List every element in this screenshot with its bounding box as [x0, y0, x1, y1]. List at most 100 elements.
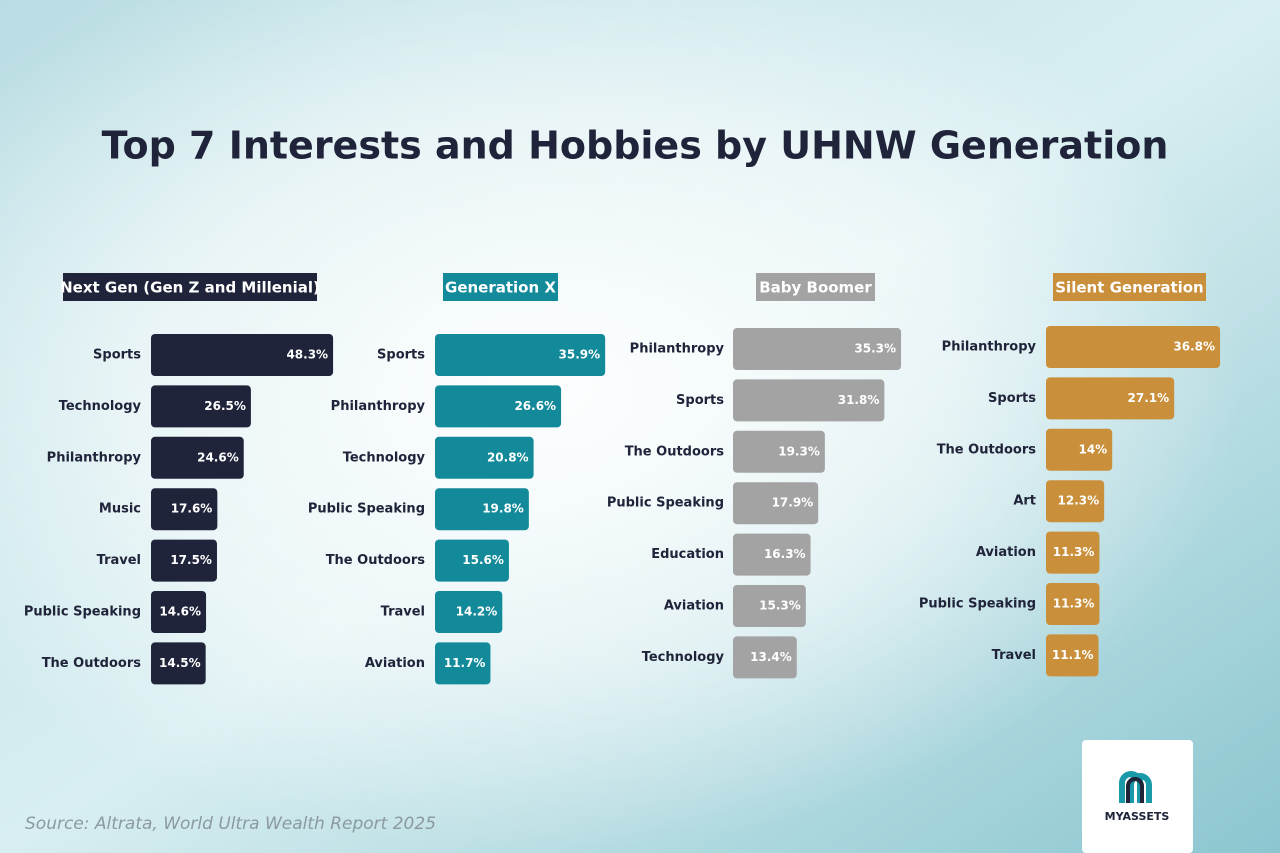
value-label: 19.8%: [482, 502, 524, 516]
bar: [435, 642, 491, 685]
category-label: Travel: [381, 605, 425, 620]
category-label: The Outdoors: [937, 442, 1037, 457]
bar: [733, 533, 811, 576]
panel-header: [1053, 273, 1206, 301]
panel-header: [443, 273, 558, 301]
category-label: Travel: [97, 553, 141, 568]
value-label: 17.9%: [772, 496, 814, 510]
bar: [151, 334, 334, 376]
source: Source: Altrata, World Ultra Wealth Repo…: [25, 814, 436, 834]
panel-header: [756, 273, 875, 301]
bar: [435, 488, 529, 531]
bar: [1046, 480, 1105, 523]
page-title: Top 7 Interests and Hobbies by UHNW Gene…: [102, 124, 1169, 168]
bar: [151, 642, 206, 685]
value-label: 11.7%: [444, 656, 486, 670]
value-label: 31.8%: [838, 393, 880, 407]
value-label: 13.4%: [750, 650, 792, 664]
value-label: 15.6%: [462, 553, 504, 567]
category-label: Technology: [642, 650, 725, 665]
value-label: 14.2%: [456, 605, 498, 619]
bar: [1046, 583, 1100, 625]
bar: [1046, 428, 1113, 471]
value-label: 48.3%: [286, 348, 328, 362]
logo-text: MYASSETS: [1105, 810, 1170, 823]
category-label: Philanthropy: [630, 342, 725, 357]
bar: [435, 591, 503, 633]
bar: [1046, 326, 1221, 368]
category-label: Education: [651, 547, 724, 562]
value-label: 20.8%: [487, 450, 529, 464]
value-label: 12.3%: [1058, 494, 1100, 508]
value-label: 17.5%: [170, 553, 212, 567]
bar: [1046, 531, 1100, 574]
category-label: Sports: [988, 391, 1036, 406]
charts: Next Gen (Gen Z and Millenial) Sports 48.3…: [24, 273, 1221, 685]
category-label: Sports: [377, 348, 425, 363]
category-label: The Outdoors: [625, 444, 725, 459]
category-label: Aviation: [976, 545, 1036, 560]
panel: Next Gen (Gen Z and Millenial) Sports 48.3…: [24, 273, 334, 685]
value-label: 24.6%: [197, 450, 239, 464]
category-label: Philanthropy: [47, 450, 142, 465]
value-label: 19.3%: [778, 444, 820, 458]
category-label: Technology: [343, 450, 426, 465]
category-label: Aviation: [664, 599, 724, 614]
category-label: The Outdoors: [42, 656, 142, 671]
panel-title: Next Gen (Gen Z and Millenial): [60, 279, 320, 297]
category-label: Public Speaking: [607, 496, 724, 511]
bar: [151, 591, 207, 633]
value-label: 14%: [1078, 442, 1107, 456]
value-label: 16.3%: [764, 547, 806, 561]
panel-title: Generation X: [445, 279, 556, 297]
value-label: 11.3%: [1053, 597, 1095, 611]
bar: [733, 636, 797, 679]
value-label: 15.3%: [759, 599, 801, 613]
bar: [733, 379, 885, 422]
bar: [435, 436, 534, 479]
category-label: Aviation: [365, 656, 425, 671]
panel-header: [63, 273, 317, 301]
category-label: Sports: [676, 393, 724, 408]
logo-icon-inner: [1126, 777, 1144, 803]
category-label: Public Speaking: [308, 502, 425, 517]
value-label: 26.6%: [514, 399, 556, 413]
bar: [733, 328, 902, 370]
bar: [733, 482, 819, 525]
value-label: 26.5%: [204, 399, 246, 413]
value-label: 14.6%: [159, 605, 201, 619]
panel-title: Silent Generation: [1055, 279, 1203, 297]
bar: [435, 539, 509, 582]
bar: [733, 430, 825, 473]
category-label: Technology: [59, 399, 142, 414]
panel: Baby Boomer Philanthropy 35.3% Sports 31.8% T…: [607, 273, 902, 679]
value-label: 36.8%: [1173, 340, 1215, 354]
panel: Generation X Sports 35.9% Philanthropy 26.6%…: [308, 273, 606, 685]
category-label: Philanthropy: [331, 399, 426, 414]
bar: [151, 539, 217, 582]
bar: [1046, 634, 1099, 677]
value-label: 17.6%: [171, 502, 213, 516]
value-label: 35.3%: [854, 342, 896, 356]
category-label: Music: [99, 502, 141, 517]
panel: Silent Generation Philanthropy 36.8% Sports…: [919, 273, 1221, 677]
bar: [151, 436, 244, 479]
category-label: The Outdoors: [326, 553, 426, 568]
bar: [151, 385, 251, 428]
value-label: 11.1%: [1052, 648, 1094, 662]
bar: [151, 488, 218, 531]
value-label: 27.1%: [1128, 391, 1170, 405]
bar: [435, 385, 562, 428]
value-label: 11.3%: [1053, 545, 1095, 559]
bar: [435, 334, 606, 376]
category-label: Public Speaking: [919, 597, 1036, 612]
value-label: 14.5%: [159, 656, 201, 670]
category-label: Art: [1013, 494, 1036, 509]
value-label: 35.9%: [559, 348, 601, 362]
category-label: Travel: [992, 648, 1036, 663]
panel-title: Baby Boomer: [759, 279, 872, 297]
bar: [733, 585, 806, 627]
category-label: Sports: [93, 348, 141, 363]
category-label: Philanthropy: [942, 340, 1037, 355]
